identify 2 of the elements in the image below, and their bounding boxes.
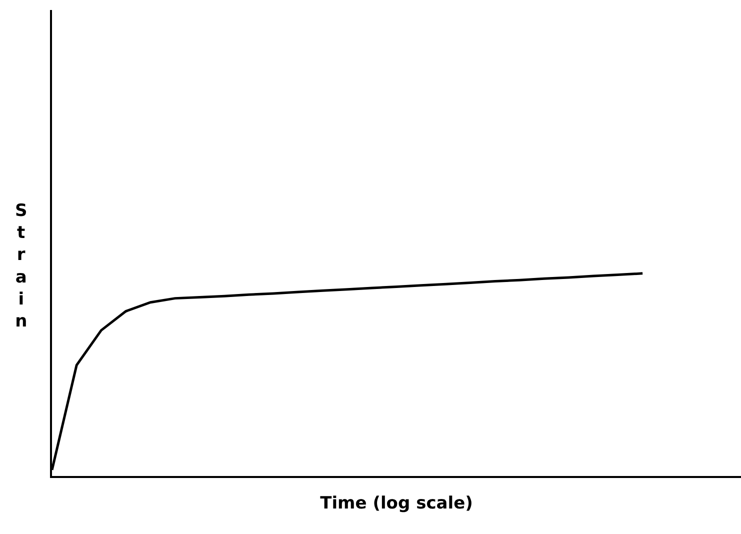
x-axis-title: Time (log scale) <box>320 494 473 514</box>
y-axis-title: Strain <box>15 201 28 332</box>
